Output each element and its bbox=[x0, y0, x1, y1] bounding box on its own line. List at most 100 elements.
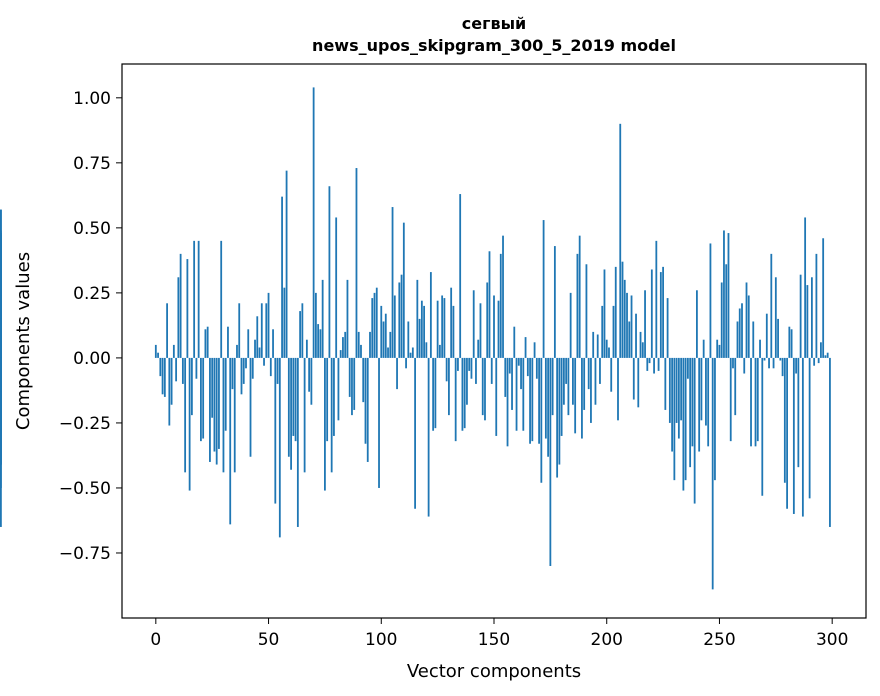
bar bbox=[628, 321, 631, 358]
bar bbox=[402, 222, 405, 358]
x-axis-ticks: 0 50 100 150 200 250 300 bbox=[150, 618, 848, 650]
bar bbox=[612, 305, 615, 358]
bar bbox=[673, 357, 676, 481]
bar bbox=[533, 342, 536, 358]
bar bbox=[193, 240, 196, 358]
bar bbox=[515, 357, 518, 431]
bar bbox=[310, 357, 313, 405]
bar bbox=[565, 357, 568, 384]
bar bbox=[657, 357, 660, 371]
bar bbox=[364, 357, 367, 444]
bar bbox=[705, 357, 707, 426]
bar bbox=[553, 246, 556, 358]
bar bbox=[283, 287, 286, 358]
bar bbox=[202, 357, 205, 439]
bar bbox=[716, 339, 719, 358]
bar bbox=[517, 357, 520, 366]
bar bbox=[682, 357, 685, 491]
bar bbox=[653, 357, 655, 374]
bar bbox=[689, 357, 692, 468]
bar bbox=[425, 342, 428, 358]
bar bbox=[292, 357, 295, 436]
bar bbox=[587, 357, 590, 390]
bar bbox=[499, 253, 502, 358]
bar bbox=[693, 357, 696, 504]
bar bbox=[195, 357, 198, 379]
bar bbox=[777, 318, 779, 358]
bar bbox=[299, 311, 302, 358]
bar bbox=[747, 295, 750, 358]
bar bbox=[357, 331, 360, 358]
bar bbox=[572, 357, 574, 405]
bar bbox=[493, 295, 495, 358]
bar bbox=[817, 357, 820, 364]
bar bbox=[610, 357, 613, 392]
bar bbox=[511, 357, 513, 410]
bar bbox=[278, 357, 281, 538]
bar bbox=[599, 357, 601, 384]
bar bbox=[786, 357, 788, 509]
bar bbox=[337, 357, 340, 421]
bar bbox=[308, 357, 311, 392]
bar bbox=[601, 305, 604, 358]
bar bbox=[592, 331, 595, 358]
bar bbox=[305, 339, 308, 358]
bar bbox=[547, 357, 550, 457]
x-axis-label: Vector components bbox=[407, 661, 581, 682]
bar bbox=[407, 321, 410, 358]
bar bbox=[348, 357, 351, 397]
y-tick-label: 1.00 bbox=[73, 89, 111, 109]
x-tick-label: 100 bbox=[365, 630, 397, 650]
bar bbox=[353, 357, 356, 410]
bar bbox=[405, 357, 407, 369]
bar bbox=[650, 269, 653, 358]
bar bbox=[808, 357, 811, 499]
bar bbox=[781, 357, 784, 377]
bar bbox=[623, 279, 626, 358]
bar bbox=[355, 168, 358, 358]
bar bbox=[804, 217, 807, 358]
bar bbox=[502, 235, 504, 358]
bar bbox=[544, 357, 547, 439]
bar bbox=[213, 357, 216, 452]
bar bbox=[303, 357, 306, 473]
bar bbox=[247, 329, 250, 358]
bar bbox=[761, 357, 764, 496]
bar bbox=[666, 298, 669, 358]
bar bbox=[765, 313, 768, 358]
bar bbox=[411, 347, 414, 358]
bar bbox=[481, 357, 484, 416]
bar bbox=[741, 303, 743, 358]
bar bbox=[526, 357, 529, 377]
bar bbox=[290, 357, 292, 470]
bar bbox=[641, 342, 644, 358]
bar bbox=[384, 313, 387, 358]
bar bbox=[197, 240, 200, 358]
bar bbox=[590, 357, 592, 423]
bar bbox=[504, 357, 507, 397]
bar bbox=[578, 235, 581, 358]
bar bbox=[249, 357, 252, 457]
bar bbox=[472, 290, 475, 358]
bar bbox=[732, 357, 734, 369]
bar bbox=[655, 240, 658, 358]
x-tick-label: 0 bbox=[150, 630, 161, 650]
bar bbox=[585, 264, 588, 358]
bar bbox=[574, 357, 577, 434]
bar bbox=[287, 357, 290, 457]
y-tick-label: 0.50 bbox=[73, 219, 111, 239]
bar bbox=[224, 357, 227, 431]
bar bbox=[441, 295, 444, 358]
bar bbox=[540, 357, 543, 483]
y-axis-label: Components values bbox=[13, 252, 34, 430]
bar bbox=[671, 357, 674, 452]
bar bbox=[556, 357, 559, 478]
bar bbox=[801, 357, 804, 517]
bar bbox=[344, 331, 347, 358]
bar bbox=[400, 274, 403, 358]
bar bbox=[317, 324, 320, 358]
bar bbox=[714, 357, 716, 481]
bar bbox=[463, 357, 466, 429]
y-axis-ticks: −0.75 −0.50 −0.25 0.00 0.25 0.50 0.75 1.00 bbox=[59, 89, 122, 564]
bar bbox=[170, 357, 173, 405]
